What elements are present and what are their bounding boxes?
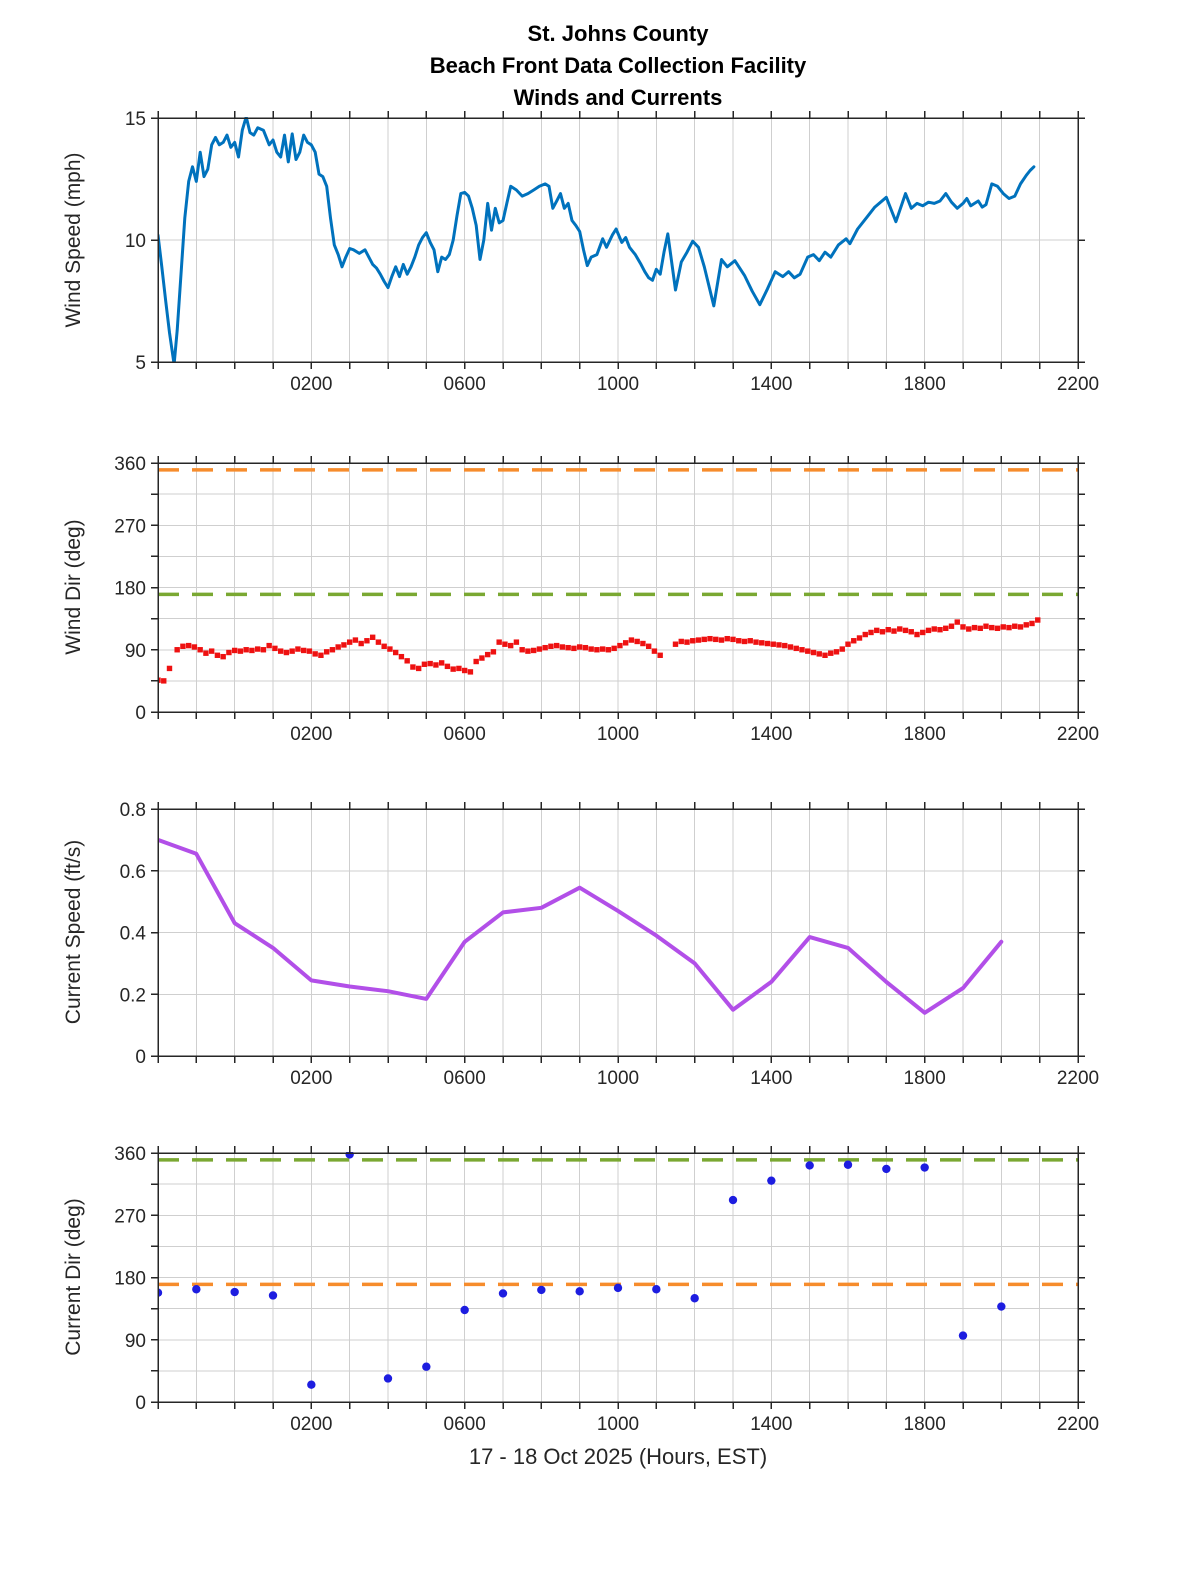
- x-tick-label: 1400: [750, 1414, 792, 1435]
- y-tick-label: 0.6: [120, 862, 146, 883]
- x-tick-label: 1000: [597, 1414, 639, 1435]
- tick-labels: 0200 0600 1000 1400 1800 2200 5 10 15: [125, 109, 1099, 395]
- tick-labels: 0200 0600 1000 1400 1800 2200 0 90 180 270 360: [114, 454, 1099, 745]
- x-tick-label: 1000: [597, 1068, 639, 1089]
- axes-box: [151, 111, 1085, 369]
- current-dir-markers: [158, 1152, 1006, 1389]
- x-tick-label: 2200: [1057, 1068, 1099, 1089]
- x-tick-label: 1800: [904, 374, 946, 395]
- y-tick-label: 0.4: [120, 924, 147, 945]
- x-tick-label: 0200: [290, 1068, 332, 1089]
- y-tick-label: 15: [125, 109, 146, 130]
- y-tick-label: 270: [114, 1206, 146, 1227]
- grid-lines: [158, 1153, 1078, 1402]
- y-tick-label: 180: [114, 1269, 146, 1290]
- x-tick-label: 1400: [750, 374, 792, 395]
- y-tick-label: 270: [114, 516, 146, 537]
- title-line-3: Winds and Currents: [513, 85, 723, 110]
- title-line-2: Beach Front Data Collection Facility: [429, 53, 807, 78]
- y-tick-label: 10: [125, 231, 146, 252]
- x-tick-label: 2200: [1057, 374, 1099, 395]
- x-tick-label: 0600: [444, 374, 486, 395]
- wind-speed-line: [158, 117, 1036, 363]
- tick-labels: 0200 0600 1000 1400 1800 2200 0 90 180 270 360: [114, 1144, 1099, 1435]
- y-tick-label: 5: [135, 353, 146, 374]
- axes-box: [151, 456, 1085, 719]
- x-tick-label: 0200: [290, 724, 332, 745]
- x-tick-label: 1400: [750, 1068, 792, 1089]
- x-axis-label: 17 - 18 Oct 2025 (Hours, EST): [468, 1444, 768, 1469]
- y-tick-label: 0.2: [120, 985, 146, 1006]
- axes-box: [151, 802, 1085, 1063]
- y-tick-label: 0: [135, 703, 146, 724]
- x-tick-label: 0600: [444, 1414, 486, 1435]
- y-tick-label: 0.8: [120, 800, 146, 821]
- tick-labels: 0200 0600 1000 1400 1800 2200 0 0.2 0.4 0.6 0.8: [120, 800, 1100, 1089]
- current-dir-plot: 0200 0600 1000 1400 1800 2200 0 90 180 270 360: [114, 1144, 1099, 1435]
- y-tick-label: 360: [114, 1144, 146, 1165]
- figure-title: St. Johns County Beach Front Data Collec…: [158, 18, 1078, 114]
- y-tick-label: 180: [114, 579, 146, 600]
- grid-lines: [158, 809, 1078, 1056]
- wind-dir-markers: [158, 617, 1041, 684]
- x-tick-label: 1800: [904, 1068, 946, 1089]
- title-line-1: St. Johns County: [527, 21, 709, 46]
- y-tick-label: 90: [125, 1331, 146, 1352]
- grid-lines: [158, 463, 1078, 712]
- grid-lines: [158, 118, 1078, 362]
- y-tick-label: 0: [135, 1047, 146, 1068]
- wind-speed-plot: 0200 0600 1000 1400 1800 2200 5 10 15: [125, 109, 1099, 395]
- x-tick-label: 1800: [904, 724, 946, 745]
- x-tick-label: 1400: [750, 724, 792, 745]
- x-tick-label: 0200: [290, 374, 332, 395]
- current-speed-plot: 0200 0600 1000 1400 1800 2200 0 0.2 0.4 0.6 0.8: [120, 800, 1100, 1089]
- x-tick-label: 1800: [904, 1414, 946, 1435]
- x-tick-label: 2200: [1057, 1414, 1099, 1435]
- y-tick-label: 90: [125, 641, 146, 662]
- x-tick-label: 0600: [444, 1068, 486, 1089]
- x-tick-label: 0600: [444, 724, 486, 745]
- wind-dir-plot: 0200 0600 1000 1400 1800 2200 0 90 180 270 360: [114, 454, 1099, 745]
- x-tick-label: 1000: [597, 724, 639, 745]
- axes-box: [151, 1146, 1085, 1409]
- y-tick-label: 0: [135, 1393, 146, 1414]
- x-tick-label: 0200: [290, 1414, 332, 1435]
- x-tick-label: 1000: [597, 374, 639, 395]
- y-tick-label: 360: [114, 454, 146, 475]
- current-speed-line: [158, 837, 1004, 1015]
- x-tick-label: 2200: [1057, 724, 1099, 745]
